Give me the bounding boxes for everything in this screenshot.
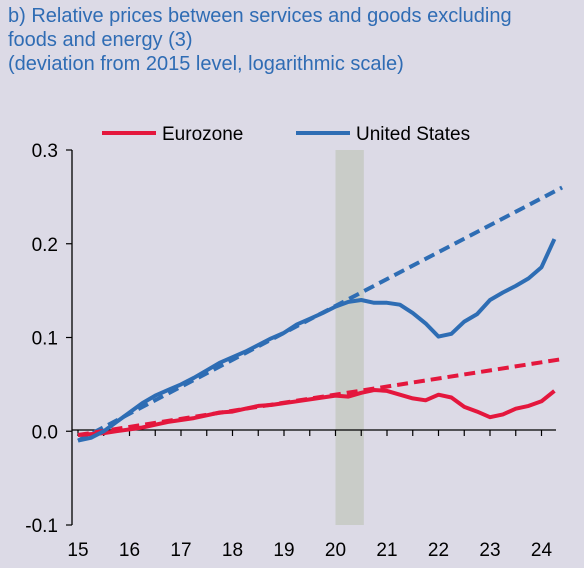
x-tick-label: 22	[428, 540, 449, 561]
chart-title-line-2: foods and energy (3)	[8, 29, 193, 51]
y-tick-label: 0.1	[32, 329, 58, 350]
x-tick-label: 20	[325, 540, 346, 561]
shaded-region-layer	[335, 150, 364, 525]
x-tick-label: 18	[222, 540, 243, 561]
x-tick-label: 15	[67, 540, 88, 561]
chart-title-line-3: (deviation from 2015 level, logarithmic …	[8, 53, 404, 75]
united-states-line	[77, 238, 557, 443]
y-tick-label: -0.1	[25, 516, 58, 537]
series-layer	[77, 185, 564, 443]
y-tick-label: 0.3	[32, 141, 58, 162]
y-tick-label: 0.0	[32, 422, 58, 443]
legend-eurozone-label: Eurozone	[162, 124, 243, 145]
x-tick-label: 24	[531, 540, 553, 561]
eurozone-line	[77, 388, 556, 437]
chart-title: b) Relative prices between services and …	[8, 4, 580, 76]
x-tick-label: 16	[119, 540, 140, 561]
x-tick-label: 23	[479, 540, 500, 561]
chart-title-line-1: b) Relative prices between services and …	[8, 5, 512, 27]
x-tick-label: 17	[170, 540, 191, 561]
x-tick-label: 21	[376, 540, 397, 561]
axes-layer	[71, 150, 556, 525]
legend: Eurozone United States	[102, 124, 470, 145]
x-tick-label: 19	[273, 540, 294, 561]
legend-united-states-label: United States	[356, 124, 470, 145]
shaded-period	[335, 150, 364, 525]
ticks-layer: 0.3 0.2 0.1 0.0 -0.1 15 16 17 18 19 20 21 22 23 24	[25, 141, 552, 561]
y-tick-label: 0.2	[32, 235, 58, 256]
